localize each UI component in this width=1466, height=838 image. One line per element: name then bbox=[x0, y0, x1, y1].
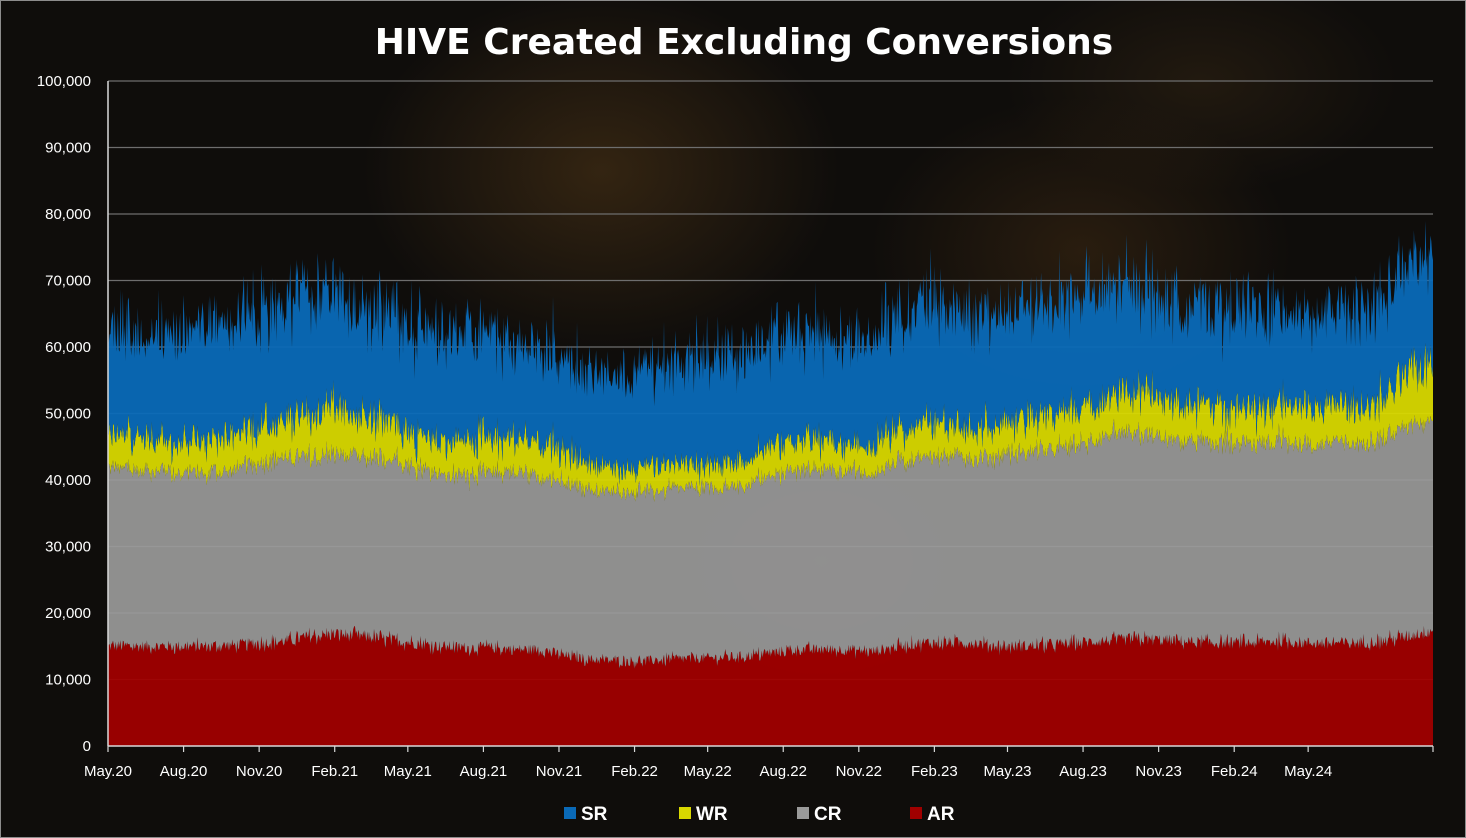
x-tick-label: May.20 bbox=[84, 763, 132, 780]
x-tick-label: Feb.21 bbox=[311, 763, 358, 780]
x-tick-label: Feb.23 bbox=[911, 763, 958, 780]
x-tick-label: May.21 bbox=[384, 763, 432, 780]
y-tick-label: 90,000 bbox=[45, 140, 91, 157]
chart-title: HIVE Created Excluding Conversions bbox=[375, 22, 1113, 63]
y-tick-label: 0 bbox=[83, 738, 91, 755]
x-tick-label: May.24 bbox=[1284, 763, 1332, 780]
legend-swatch-ar bbox=[910, 807, 922, 819]
x-tick-label: Nov.22 bbox=[836, 763, 882, 780]
legend-swatch-sr bbox=[564, 807, 576, 819]
y-axis-tick-labels: 0 10,000 20,000 30,000 40,000 50,000 60,000 70,… bbox=[37, 73, 91, 755]
x-tick-label: Aug.21 bbox=[460, 763, 508, 780]
legend-swatch-cr bbox=[797, 807, 809, 819]
x-tick-label: Nov.21 bbox=[536, 763, 582, 780]
y-tick-label: 40,000 bbox=[45, 472, 91, 489]
legend-label-wr: WR bbox=[696, 804, 728, 825]
legend-label-cr: CR bbox=[814, 804, 842, 825]
legend-label-sr: SR bbox=[581, 804, 608, 825]
x-tick-label: May.22 bbox=[684, 763, 732, 780]
axes bbox=[107, 81, 1434, 752]
x-tick-label: Aug.20 bbox=[160, 763, 208, 780]
legend-swatch-wr bbox=[679, 807, 691, 819]
x-axis-tick-labels: May.20 Aug.20 Nov.20 Feb.21 May.21 Aug.21 Nov.… bbox=[84, 763, 1332, 780]
y-tick-label: 70,000 bbox=[45, 273, 91, 290]
series-area-sr bbox=[108, 220, 1433, 487]
y-tick-label: 20,000 bbox=[45, 605, 91, 622]
x-tick-label: Nov.23 bbox=[1135, 763, 1181, 780]
legend-label-ar: AR bbox=[927, 804, 955, 825]
y-tick-label: 80,000 bbox=[45, 206, 91, 223]
y-tick-label: 10,000 bbox=[45, 672, 91, 689]
series-areas bbox=[108, 220, 1433, 746]
x-tick-label: Aug.23 bbox=[1059, 763, 1107, 780]
x-tick-label: Aug.22 bbox=[759, 763, 807, 780]
y-tick-label: 50,000 bbox=[45, 406, 91, 423]
series-area-cr bbox=[108, 414, 1433, 669]
x-tick-label: Nov.20 bbox=[236, 763, 282, 780]
y-tick-label: 30,000 bbox=[45, 539, 91, 556]
legend: SR WR CR AR bbox=[564, 804, 955, 825]
y-tick-label: 60,000 bbox=[45, 339, 91, 356]
x-tick-label: Feb.22 bbox=[611, 763, 658, 780]
y-tick-label: 100,000 bbox=[37, 73, 91, 90]
series-area-wr bbox=[108, 342, 1433, 502]
x-tick-label: Feb.24 bbox=[1211, 763, 1258, 780]
series-area-ar bbox=[108, 625, 1433, 746]
x-tick-label: May.23 bbox=[983, 763, 1031, 780]
